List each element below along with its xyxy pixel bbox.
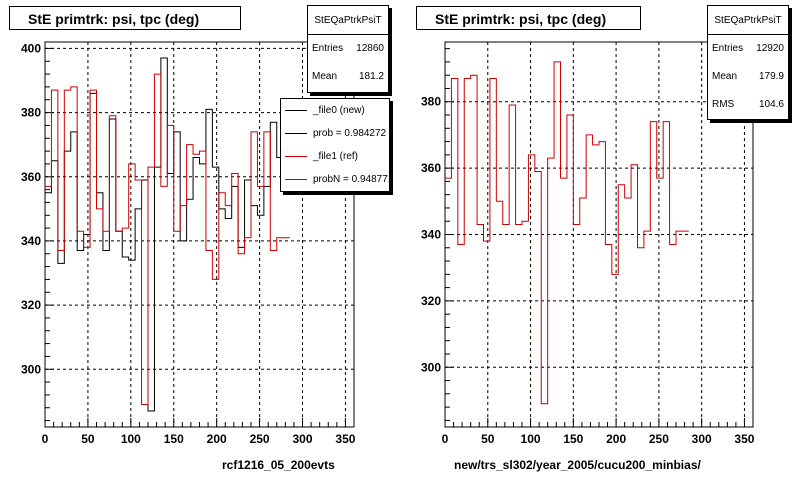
stats-row-mean: Mean 181.2 [312,71,384,82]
histogram-series-ref [445,61,689,405]
histogram-series-ref [45,73,290,406]
y-tick-label: 380 [421,95,441,109]
x-tick-label: 50 [481,432,495,446]
y-tick-label: 320 [421,294,441,308]
right-plot-title: StE primtrk: psi, tpc (deg) [416,6,641,30]
legend-entry-ref: _file1 (ref) [281,145,389,168]
legend-entry-probn: probN = 0.948771 [281,168,389,191]
y-tick-label: 300 [421,360,441,374]
stats-row-rms: RMS 104.6 [712,99,784,110]
legend-entry-prob: prob = 0.984272 [281,122,389,145]
y-tick-label: 340 [421,228,441,242]
y-tick-label: 300 [21,362,41,376]
y-tick-label: 340 [21,234,41,248]
x-tick-label: 200 [207,432,227,446]
y-tick-label: 360 [421,161,441,175]
x-tick-label: 100 [521,432,541,446]
legend-line-icon [285,179,307,180]
legend-entry-new: _file0 (new) [281,99,389,122]
y-tick-label: 320 [21,298,41,312]
x-tick-label: 0 [442,432,449,446]
left-x-caption: rcf1216_05_200evts [222,458,335,472]
x-tick-label: 250 [649,432,669,446]
x-tick-label: 150 [563,432,583,446]
x-tick-label: 300 [292,432,312,446]
x-tick-label: 250 [250,432,270,446]
stats-name: StEQaPtrkPsiT [308,6,388,35]
right-histogram-plot: 0 50 100 150 200 250 300 350 300 320 340 360 380 [421,41,755,446]
x-tick-label: 350 [734,432,754,446]
legend-line-icon [285,110,307,111]
left-plot-title: StE primtrk: psi, tpc (deg) [9,6,241,30]
stats-row-entries: Entries 12920 [712,43,784,54]
x-tick-label: 300 [692,432,712,446]
left-stats-box: StEQaPtrkPsiT Entries 12860 Mean 181.2 [307,5,389,93]
x-tick-label: 200 [606,432,626,446]
stats-row-mean: Mean 179.9 [712,71,784,82]
right-stats-box: StEQaPtrkPsiT Entries 12920 Mean 179.9 RMS… [707,5,789,120]
right-x-caption: new/trs_sl302/year_2005/cucu200_minbias/ [454,458,701,472]
x-tick-label: 50 [81,432,95,446]
left-histogram-plot: 0 50 100 150 200 250 300 350 300 320 340 360 380 400 [21,41,356,446]
stats-row-entries: Entries 12860 [312,43,384,54]
histogram-series-new [45,57,290,412]
legend-line-icon [285,156,307,157]
y-tick-label: 380 [21,106,41,120]
legend-box: _file0 (new) prob = 0.984272 _file1 (ref… [280,98,390,192]
x-tick-label: 150 [164,432,184,446]
x-tick-label: 350 [335,432,355,446]
x-tick-label: 0 [42,432,49,446]
y-tick-label: 360 [21,170,41,184]
x-tick-label: 100 [121,432,141,446]
legend-line-icon [285,133,307,134]
y-tick-label: 400 [21,41,41,55]
stats-name: StEQaPtrkPsiT [708,6,788,35]
